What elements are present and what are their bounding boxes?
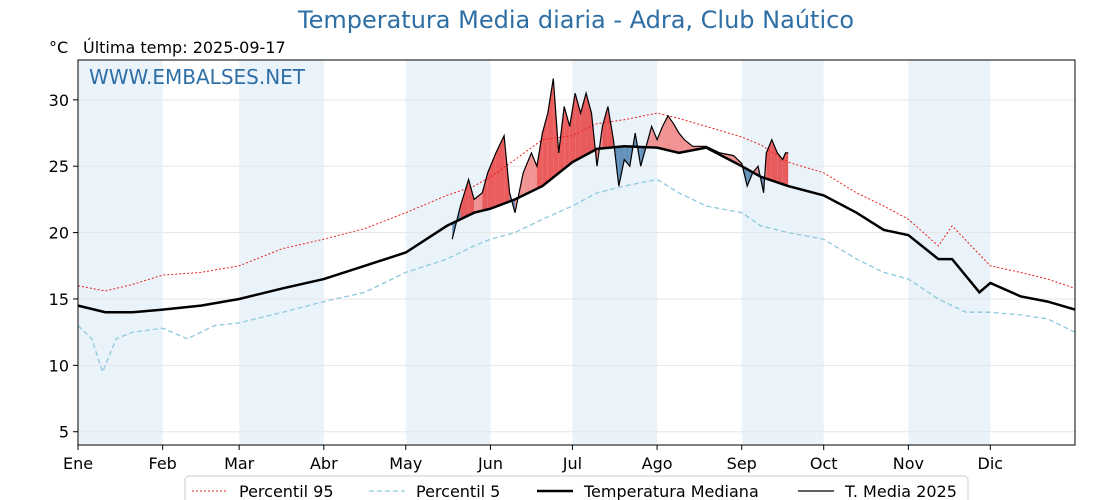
chart-title: Temperatura Media diaria - Adra, Club Na… [298, 6, 854, 34]
anomaly-fill [618, 146, 625, 187]
month-band [741, 60, 824, 445]
last-temp-label: Última temp: 2025-09-17 [83, 38, 286, 57]
series-line-percentil-5 [77, 178, 1076, 374]
month-band [78, 60, 163, 445]
y-tick-label: 5 [59, 423, 69, 442]
anomaly-fill [782, 152, 786, 186]
anomaly-fill [777, 152, 783, 185]
anomaly-fill [547, 78, 554, 182]
anomaly-fill [558, 106, 565, 174]
series-lines [77, 78, 1076, 374]
y-tick-label: 15 [49, 290, 69, 309]
anomaly-fill [569, 93, 576, 165]
y-tick-label: 30 [49, 91, 69, 110]
month-band [239, 60, 324, 445]
anomaly-fill [678, 133, 685, 153]
month-bands [78, 60, 991, 445]
anomaly-fill [668, 115, 674, 152]
x-tick-label: May [389, 454, 422, 473]
anomaly-fill [495, 135, 505, 207]
series-line-t-media-2025 [451, 78, 789, 240]
x-tick-label: Ene [63, 454, 93, 473]
x-tick-label: Sep [727, 454, 757, 473]
x-axis-ticks: Ene Feb Mar Abr May Jun Jul Ago Sep Oct Nov Dic [63, 445, 1003, 473]
x-tick-label: Oct [810, 454, 838, 473]
legend-label: T. Media 2025 [844, 482, 957, 500]
anomaly-fill [531, 152, 537, 192]
x-tick-label: Jun [477, 454, 503, 473]
x-tick-label: Mar [224, 454, 255, 473]
anomaly-fill [785, 152, 789, 187]
legend: Percentil 95 Percentil 5 Temperatura Media… [184, 475, 969, 500]
month-band [405, 60, 491, 445]
anomaly-fill [657, 126, 663, 149]
plot-frame [77, 59, 1076, 446]
x-tick-label: Jul [562, 454, 582, 473]
anomaly-fill [536, 133, 543, 189]
legend-label: Percentil 95 [239, 482, 334, 500]
anomaly-fill [482, 172, 488, 211]
anomaly-fill [523, 152, 532, 196]
y-unit-label: °C [49, 38, 69, 57]
anomaly-fill [684, 139, 693, 152]
y-tick-label: 10 [49, 356, 69, 375]
y-axis-ticks: 5 10 15 20 25 30 [49, 91, 78, 442]
anomaly-fill [602, 106, 608, 149]
series-line-temperatura-mediana [77, 145, 1076, 314]
anomaly-fill [460, 179, 469, 220]
series-line-percentil-95 [77, 112, 1076, 292]
x-tick-label: Dic [978, 454, 1004, 473]
x-tick-label: Abr [310, 454, 338, 473]
watermark: WWW.EMBALSES.NET [89, 65, 306, 89]
legend-box [184, 475, 969, 500]
legend-label: Temperatura Mediana [583, 482, 759, 500]
legend-label: Percentil 5 [416, 482, 500, 500]
month-band [908, 60, 991, 445]
anomaly-fill [651, 126, 658, 148]
anomaly-fill [468, 179, 475, 216]
anomaly-fill [624, 146, 630, 167]
y-tick-label: 25 [49, 157, 69, 176]
x-tick-label: Ago [642, 454, 673, 473]
anomaly-fill [542, 113, 548, 187]
y-tick-label: 20 [49, 224, 69, 243]
x-tick-label: Feb [149, 454, 177, 473]
x-tick-label: Nov [893, 454, 924, 473]
anomaly-fill [515, 172, 524, 213]
anomaly-fill [487, 152, 496, 210]
